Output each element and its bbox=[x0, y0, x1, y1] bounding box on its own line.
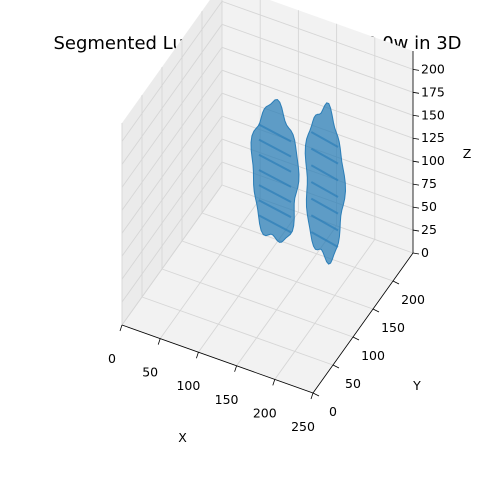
lung-texture bbox=[258, 214, 292, 234]
z-tick-label: 100 bbox=[421, 153, 445, 168]
lung-surface bbox=[250, 98, 347, 265]
z-tick-mark bbox=[412, 229, 420, 232]
lung-texture bbox=[310, 147, 339, 165]
lung-texture bbox=[310, 197, 339, 215]
grid-line-z bbox=[121, 138, 223, 280]
lung-surface-right bbox=[304, 102, 347, 265]
grid-line-y bbox=[161, 268, 354, 338]
axis-lines bbox=[119, 51, 420, 400]
z-tick-mark bbox=[412, 137, 420, 140]
x-tick-label: 200 bbox=[253, 405, 277, 420]
x-tick-mark bbox=[234, 365, 237, 372]
z-tick-label: 75 bbox=[421, 176, 437, 191]
grid-line-z bbox=[121, 47, 223, 188]
grid-line-z bbox=[221, 46, 414, 116]
lung-texture bbox=[258, 123, 292, 143]
x-tick-mark bbox=[119, 324, 123, 332]
y-axis-label: Y bbox=[412, 378, 421, 393]
grid-line-z bbox=[221, 23, 414, 93]
y-tick-label: 50 bbox=[345, 376, 361, 391]
z-tick-mark bbox=[412, 114, 420, 117]
grid-line-z bbox=[121, 115, 223, 257]
z-tick-label: 150 bbox=[421, 107, 445, 122]
x-axis-line bbox=[121, 324, 314, 394]
grid-line-x bbox=[159, 198, 261, 339]
y-tick-mark bbox=[332, 364, 340, 369]
grid-line-z bbox=[121, 1, 223, 142]
lung-texture bbox=[310, 131, 339, 148]
x-tick-label: 100 bbox=[176, 378, 200, 393]
z-tick-mark bbox=[412, 252, 420, 255]
z-tick-mark bbox=[412, 160, 420, 163]
lung-texture bbox=[310, 181, 339, 198]
x-tick-label: 250 bbox=[291, 419, 315, 434]
x-tick-mark bbox=[272, 379, 276, 386]
grid-line-z bbox=[121, 161, 223, 303]
y-tick-label: 100 bbox=[361, 348, 385, 363]
z-tick-mark bbox=[412, 183, 420, 186]
y-tick-label: 150 bbox=[381, 320, 405, 335]
z-tick-mark bbox=[412, 68, 420, 71]
z-tick-label: 50 bbox=[421, 199, 437, 214]
lung-texture bbox=[258, 199, 292, 219]
lung-texture bbox=[310, 214, 339, 232]
grid-line-z bbox=[121, 24, 223, 165]
tick-labels: 0501001502002500501001502000255075100125… bbox=[108, 61, 445, 434]
y-tick-label: 200 bbox=[401, 292, 425, 307]
y-tick-label: 0 bbox=[329, 404, 337, 419]
lung-texture bbox=[310, 231, 339, 248]
lung-texture bbox=[310, 164, 339, 182]
y-axis-line bbox=[312, 252, 414, 394]
y-tick-mark bbox=[352, 336, 360, 341]
x-tick-mark bbox=[196, 352, 199, 359]
x-tick-label: 50 bbox=[142, 365, 158, 380]
grid-line-x bbox=[274, 239, 376, 380]
lung-texture bbox=[258, 153, 292, 173]
x-tick-mark bbox=[310, 392, 314, 400]
grid-line-y bbox=[201, 212, 394, 282]
grid-line-z bbox=[221, 0, 414, 70]
floor-pane bbox=[122, 185, 413, 393]
grid-line-z bbox=[121, 69, 223, 211]
z-tick-label: 200 bbox=[421, 61, 445, 76]
z-tick-label: 0 bbox=[421, 245, 429, 260]
z-tick-label: 125 bbox=[421, 130, 445, 145]
lung-texture bbox=[258, 184, 292, 203]
z-tick-label: 175 bbox=[421, 84, 445, 99]
grid-line-y bbox=[141, 296, 334, 366]
z-tick-mark bbox=[412, 206, 420, 209]
z-axis-label: Z bbox=[463, 146, 472, 161]
grid-line-z bbox=[121, 92, 223, 234]
grid-line-z bbox=[121, 184, 223, 326]
lung-texture bbox=[258, 169, 292, 188]
y-tick-mark bbox=[312, 392, 320, 397]
x-axis-label: X bbox=[178, 430, 187, 445]
lung-texture bbox=[258, 138, 292, 158]
z-tick-label: 25 bbox=[421, 222, 437, 237]
y-tick-mark bbox=[392, 280, 400, 285]
x-tick-mark bbox=[157, 338, 161, 345]
y-tick-mark bbox=[372, 308, 380, 313]
lung-surface-left bbox=[250, 98, 300, 243]
x-tick-label: 0 bbox=[108, 351, 116, 366]
grid-line-y bbox=[181, 240, 374, 310]
z-tick-mark bbox=[412, 91, 420, 94]
grid-line-z bbox=[221, 69, 414, 139]
x-tick-label: 150 bbox=[215, 392, 239, 407]
